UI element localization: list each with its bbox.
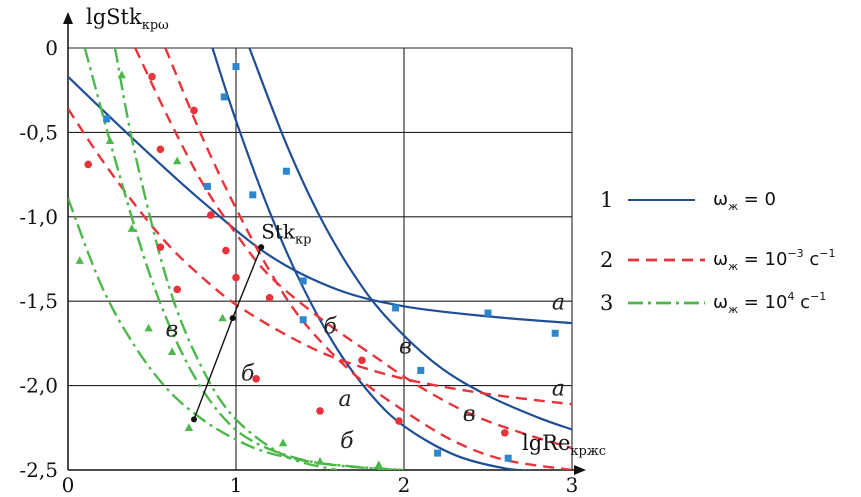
data-point [207,211,215,219]
legend-item-1: 1 ωж = 0 [600,188,776,213]
curve-label: б [323,314,337,339]
critical-point [191,416,197,423]
legend: 1 ωж = 0 2 ωж = 10−3 с−1 3 ωж = 104 с−1 [600,188,836,316]
series-line-1c [248,48,572,431]
data-point [392,304,400,312]
x-tick-label: 2 [398,473,411,497]
x-axis-label: lgReкржс [522,431,606,459]
data-point [232,63,240,71]
data-point [252,375,260,383]
data-point [220,93,228,101]
curve-label: б [340,429,354,454]
data-markers [75,63,559,469]
data-point [282,167,290,175]
critical-point [229,315,236,322]
critical-point [258,244,265,251]
data-point [117,70,126,79]
curve-label: в [399,335,412,360]
data-point [249,191,257,199]
data-point [434,449,442,457]
series-line-1b [211,48,535,470]
y-tick-label: -0,5 [19,120,58,144]
x-tick-label: 0 [62,473,75,497]
series-line-3b [83,48,405,470]
data-point [299,316,307,324]
data-point [222,246,230,255]
series-line-2c [164,48,572,470]
data-point [417,366,425,374]
x-tick-label: 3 [566,473,579,497]
curve-label: б [241,362,255,387]
data-point [105,136,115,145]
y-tick-label: -2,0 [19,374,58,398]
axes [63,12,586,475]
data-point [551,329,559,337]
y-tick-label: -1,5 [19,289,58,313]
y-tick-label: -1,0 [19,205,58,229]
data-point [504,454,512,462]
y-axis-label: lgStkкрω [86,5,169,33]
data-point [144,323,153,332]
series-line-Stk-kr [193,246,262,420]
annotation-stk-kr: Stkкр [261,220,311,248]
legend-number-1: 1 [600,188,613,212]
legend-label-3: ωж = 104 с−1 [713,290,826,316]
data-point [103,115,111,123]
legend-number-3: 3 [600,291,613,315]
legend-item-2: 2 ωж = 10−3 с−1 [600,247,836,273]
data-point [127,224,137,232]
tick-labels: 0 1 2 3 0 -0,5 -1,0 -1,5 -2,0 -2,5 [19,36,578,497]
data-point [358,356,366,365]
data-point [316,407,324,415]
data-point [184,423,194,431]
data-point [232,273,240,282]
data-point [190,106,198,115]
x-axis-arrow [574,465,586,475]
series-line-3a [68,197,405,470]
data-point [148,72,156,81]
curve-label: а [338,387,351,412]
series-line-2a [68,108,572,406]
legend-label-2: ωж = 10−3 с−1 [713,247,836,273]
y-tick-label: 0 [45,36,58,60]
data-point [501,429,509,437]
data-point [218,313,227,322]
data-point [278,438,288,447]
curve-label: в [463,402,476,427]
series-line-1a [68,75,572,325]
legend-label-1: ωж = 0 [713,189,776,213]
data-point [299,277,307,285]
data-point [156,243,165,251]
data-point [265,294,274,302]
data-point [156,145,165,154]
curve-label: а [552,291,565,316]
data-point [173,156,182,165]
data-point [75,256,84,264]
curve-label: а [552,377,565,402]
y-axis-arrow [63,12,73,24]
series-curves [68,48,572,470]
data-point [395,417,403,425]
series-line-2b [134,48,572,450]
data-point [173,285,181,294]
data-point [167,347,177,356]
y-tick-label: -2,5 [19,458,58,482]
data-point [484,309,492,317]
data-point [203,182,211,190]
legend-number-2: 2 [600,248,613,272]
x-tick-label: 1 [230,473,243,497]
legend-item-3: 3 ωж = 104 с−1 [600,290,826,316]
curve-label: в [165,318,178,343]
data-point [374,460,383,469]
series-line-3c [113,48,338,470]
data-point [315,457,325,465]
data-point [84,160,92,169]
